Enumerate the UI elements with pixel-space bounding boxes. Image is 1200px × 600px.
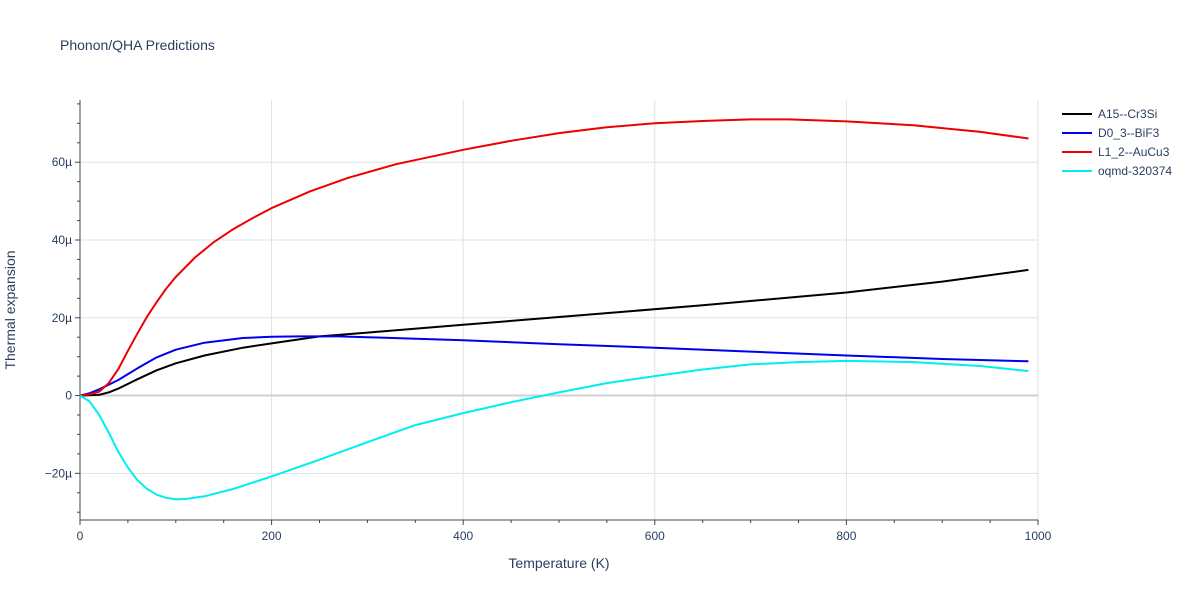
x-tick-label: 0 <box>77 529 84 543</box>
grid-layer <box>80 100 1039 520</box>
x-axis-title: Temperature (K) <box>508 555 609 571</box>
legend-label: oqmd-320374 <box>1098 164 1172 178</box>
x-tick-label: 1000 <box>1025 529 1052 543</box>
y-axis-title: Thermal expansion <box>2 250 18 369</box>
legend-item[interactable]: D0_3--BiF3 <box>1062 126 1160 140</box>
legend-item[interactable]: oqmd-320374 <box>1062 164 1172 178</box>
x-tick-label: 200 <box>262 529 282 543</box>
y-tick-label: 40µ <box>52 233 72 247</box>
series-line <box>79 118 1029 397</box>
x-tick-label: 800 <box>836 529 856 543</box>
legend-label: D0_3--BiF3 <box>1098 126 1160 140</box>
axes-layer: 0 200 400 600 800 1000 −20µ 0 20µ 40µ 60µ <box>45 100 1052 543</box>
legend-item[interactable]: L1_2--AuCu3 <box>1062 145 1170 159</box>
chart-title: Phonon/QHA Predictions <box>60 37 215 53</box>
series-line <box>79 335 1029 397</box>
legend-item[interactable]: A15--Cr3Si <box>1062 107 1157 121</box>
y-tick-label: −20µ <box>45 466 72 480</box>
series-line <box>79 268 1029 397</box>
legend-label: L1_2--AuCu3 <box>1098 145 1170 159</box>
series-line <box>79 359 1029 501</box>
legend-label: A15--Cr3Si <box>1098 107 1157 121</box>
y-tick-label: 20µ <box>52 311 72 325</box>
series-layer <box>79 118 1029 501</box>
legend[interactable]: A15--Cr3Si D0_3--BiF3 L1_2--AuCu3 oqmd-3203… <box>1062 107 1172 178</box>
x-tick-label: 600 <box>645 529 665 543</box>
y-tick-label: 0 <box>65 389 72 403</box>
x-tick-label: 400 <box>453 529 473 543</box>
y-tick-label: 60µ <box>52 155 72 169</box>
